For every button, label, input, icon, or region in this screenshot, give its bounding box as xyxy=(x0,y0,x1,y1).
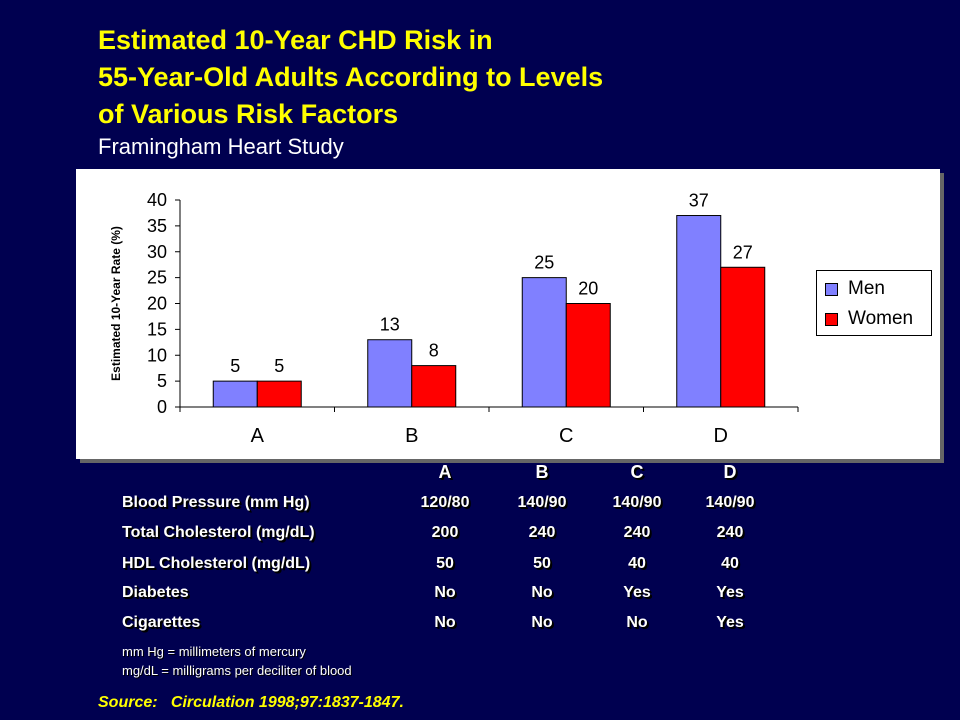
title-line-2: 55-Year-Old Adults According to Levels xyxy=(98,62,604,92)
table-header: D xyxy=(723,462,737,482)
slide-title: Estimated 10-Year CHD Risk in 55-Year-Ol… xyxy=(98,22,603,133)
table-cell: 240 xyxy=(623,524,651,541)
table-cell: No xyxy=(531,614,553,631)
legend-swatch-women xyxy=(825,312,838,326)
legend-item-women: Women xyxy=(825,308,913,330)
bar-women xyxy=(720,266,766,408)
chart-legend: Men Women xyxy=(816,270,932,336)
title-line-1: Estimated 10-Year CHD Risk in xyxy=(98,25,493,55)
legend-label-men: Men xyxy=(848,278,885,299)
bar-men xyxy=(212,380,258,408)
y-tick-label: 5 xyxy=(157,371,167,391)
title-line-3: of Various Risk Factors xyxy=(98,99,399,129)
y-tick-label: 35 xyxy=(147,216,167,236)
table-cell: No xyxy=(434,614,456,631)
legend-label-women: Women xyxy=(848,308,914,329)
table-cell: 50 xyxy=(436,555,454,572)
table-cell: No xyxy=(626,614,648,631)
row-label: Total Cholesterol (mg/dL) xyxy=(122,524,315,541)
data-label: 20 xyxy=(578,279,598,299)
bar-women xyxy=(565,303,611,408)
data-label: 5 xyxy=(230,356,240,376)
table-cell: 140/90 xyxy=(612,494,662,511)
data-label: 5 xyxy=(274,356,284,376)
table-cell: 200 xyxy=(431,524,459,541)
y-tick-label: 10 xyxy=(147,345,167,365)
bar-chart: 0 5 10 15 20 25 30 35 40 5 5 A 13 8 B 25 20 C 37 27 D Estimat… xyxy=(109,190,799,447)
table-cell: 240 xyxy=(528,524,556,541)
table-cell: Yes xyxy=(716,584,744,601)
table-cell: No xyxy=(531,584,553,601)
note-line: mg/dL = milligrams per deciliter of bloo… xyxy=(122,663,352,678)
y-axis-title: Estimated 10-Year Rate (%) xyxy=(109,226,123,381)
bar-men xyxy=(367,339,413,408)
y-tick-label: 25 xyxy=(147,268,167,288)
x-category-label: A xyxy=(251,425,265,447)
data-label: 37 xyxy=(689,191,709,211)
row-label: Diabetes xyxy=(122,584,189,601)
table-cell: 120/80 xyxy=(420,494,470,511)
table-cell: 240 xyxy=(716,524,744,541)
row-label: Cigarettes xyxy=(122,614,201,631)
x-category-label: D xyxy=(714,425,728,447)
slide-subtitle: Framingham Heart Study xyxy=(98,134,344,159)
note-line: mm Hg = millimeters of mercury xyxy=(122,644,306,659)
data-label: 25 xyxy=(534,253,554,273)
row-label: Blood Pressure (mm Hg) xyxy=(122,494,310,511)
table-header: C xyxy=(630,462,644,482)
table-header: B xyxy=(535,462,549,482)
abbreviation-notes: mm Hg = millimeters of mercury mg/dL = m… xyxy=(122,642,352,680)
table-cell: Yes xyxy=(623,584,651,601)
y-tick-label: 15 xyxy=(147,319,167,339)
chart-panel: 0 5 10 15 20 25 30 35 40 5 5 A 13 8 B 25 20 C 37 27 D Estimat… xyxy=(76,169,940,459)
table-cell: 140/90 xyxy=(517,494,567,511)
data-label: 27 xyxy=(733,242,753,262)
source-citation: Source: Circulation 1998;97:1837-1847. xyxy=(98,694,404,711)
table-cell: No xyxy=(434,584,456,601)
data-label: 13 xyxy=(380,315,400,335)
table-header: A xyxy=(438,462,452,482)
bar-men xyxy=(521,277,567,408)
y-tick-label: 20 xyxy=(147,294,167,314)
table-cell: 140/90 xyxy=(705,494,755,511)
bar-women xyxy=(256,380,302,408)
x-category-label: B xyxy=(405,425,418,447)
y-tick-label: 0 xyxy=(157,397,167,417)
row-label: HDL Cholesterol (mg/dL) xyxy=(122,555,311,572)
table-cell: Yes xyxy=(716,614,744,631)
y-tick-label: 40 xyxy=(147,190,167,210)
table-cell: 40 xyxy=(628,555,646,572)
y-tick-label: 30 xyxy=(147,242,167,262)
legend-swatch-men xyxy=(825,282,838,296)
table-cell: 50 xyxy=(533,555,551,572)
x-category-label: C xyxy=(559,425,573,447)
table-cell: 40 xyxy=(721,555,739,572)
bar-men xyxy=(676,215,722,408)
bar-women xyxy=(411,365,457,408)
data-label: 8 xyxy=(429,341,439,361)
legend-item-men: Men xyxy=(825,278,885,300)
